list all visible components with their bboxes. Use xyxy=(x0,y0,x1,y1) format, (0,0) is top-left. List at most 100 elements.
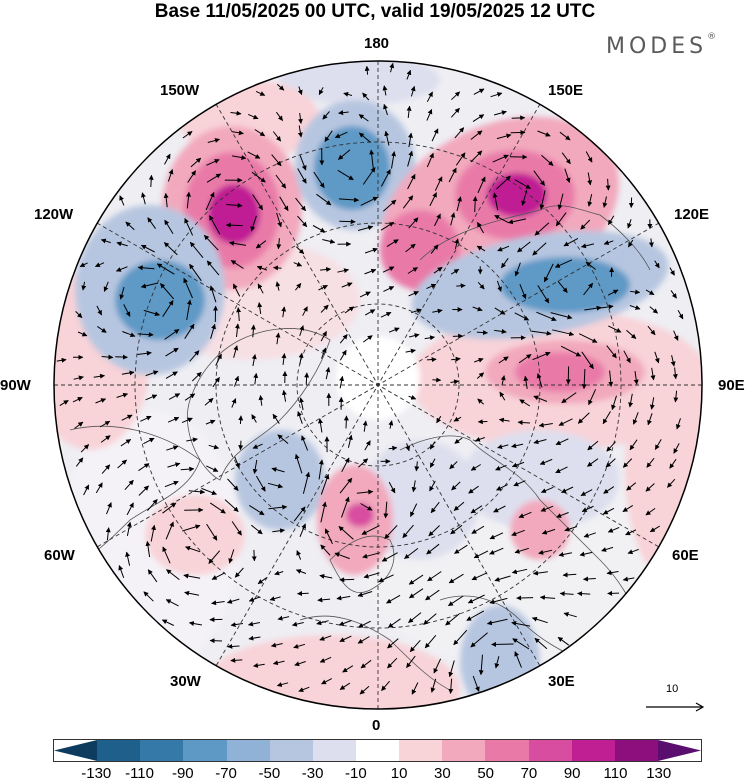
wind-vector xyxy=(628,393,634,408)
wind-vector xyxy=(317,597,331,603)
wind-vector xyxy=(95,482,103,494)
wind-vector xyxy=(167,169,174,182)
wind-vector xyxy=(672,367,678,380)
brand-registered-mark: ® xyxy=(707,32,717,42)
wind-vector xyxy=(645,483,655,492)
wind-vector xyxy=(95,398,107,404)
wind-vector xyxy=(494,307,506,315)
wind-vector xyxy=(516,595,534,601)
wind-vector xyxy=(432,308,443,314)
wind-vector xyxy=(161,619,175,626)
colorbar-label: -70 xyxy=(215,765,237,782)
wind-vector xyxy=(384,130,390,146)
wind-vector xyxy=(387,657,398,669)
wind-vector xyxy=(299,155,307,171)
wind-vector xyxy=(602,507,615,515)
wind-vector xyxy=(387,618,401,628)
wind-vector xyxy=(583,576,596,582)
wind-vector xyxy=(454,544,468,554)
wind-vector xyxy=(358,114,369,122)
wind-vector xyxy=(496,484,508,491)
wind-vector xyxy=(75,311,83,319)
wind-vector xyxy=(364,247,378,254)
lon-label-30w: 30W xyxy=(170,673,201,690)
wind-vector xyxy=(486,618,508,626)
wind-vector xyxy=(321,347,327,359)
wind-vector xyxy=(408,395,417,400)
wind-vector xyxy=(318,87,324,96)
wind-vector xyxy=(357,225,374,231)
wind-vector xyxy=(143,437,155,445)
wind-vector xyxy=(383,286,395,292)
wind-vector xyxy=(470,464,481,471)
wind-vector xyxy=(623,350,631,364)
wind-vector xyxy=(166,445,179,451)
wind-vector xyxy=(606,570,619,576)
lon-label-60e: 60E xyxy=(672,547,699,564)
wind-vector xyxy=(227,478,239,491)
wind-vector xyxy=(93,373,105,379)
wind-vector xyxy=(472,306,483,312)
wind-vector xyxy=(384,524,398,539)
greenland-coast xyxy=(186,328,331,481)
wind-vector xyxy=(168,393,181,400)
wind-vector xyxy=(518,353,532,364)
wind-vector xyxy=(493,110,507,116)
wind-vector xyxy=(209,502,226,514)
wind-vector xyxy=(189,350,200,362)
lon-label-150w: 150W xyxy=(160,82,200,99)
wind-vector xyxy=(577,412,590,424)
wind-vector xyxy=(166,569,180,580)
colorbar-swatch xyxy=(399,740,443,761)
wind-vector xyxy=(581,243,595,249)
wind-vector xyxy=(490,92,503,98)
wind-vector xyxy=(408,612,422,623)
wind-vector xyxy=(341,457,350,473)
wind-vector xyxy=(209,638,223,644)
wind-vector xyxy=(538,422,553,428)
wind-vector xyxy=(268,504,288,510)
wind-vector xyxy=(295,283,302,291)
wind-vector xyxy=(361,525,380,535)
wind-vector xyxy=(512,638,530,650)
colorbar-swatch xyxy=(97,740,141,761)
wind-vector xyxy=(230,657,243,663)
wind-vector xyxy=(125,221,135,231)
wind-vector xyxy=(470,505,483,514)
wind-vector xyxy=(301,435,309,451)
wind-vector xyxy=(650,367,656,381)
wind-vector xyxy=(318,459,324,480)
wind-vector xyxy=(163,192,169,208)
wind-vector xyxy=(540,486,554,493)
wind-vector xyxy=(603,240,614,245)
wind-vector xyxy=(454,127,465,139)
wind-vector xyxy=(320,501,327,523)
wind-vector xyxy=(227,643,240,649)
wind-vector xyxy=(291,621,304,627)
wind-vector xyxy=(497,245,510,252)
wind-vector xyxy=(608,370,614,387)
wind-vector xyxy=(207,138,220,143)
wind-vector xyxy=(476,245,486,252)
wind-vector xyxy=(669,458,677,469)
wind-vector xyxy=(312,225,326,233)
wind-vector xyxy=(313,171,325,189)
wind-vector xyxy=(232,283,241,297)
wind-vector xyxy=(579,551,593,557)
wind-vector xyxy=(341,496,350,518)
wind-vector xyxy=(234,323,240,338)
wind-vector xyxy=(449,461,458,470)
wind-vector xyxy=(230,622,243,628)
wind-vector xyxy=(560,345,582,357)
wind-vector xyxy=(318,284,328,291)
wind-vector xyxy=(364,65,370,75)
wind-vector xyxy=(622,458,633,468)
colorbar-swatch xyxy=(528,740,572,761)
wind-vector xyxy=(338,620,352,626)
wind-vector xyxy=(470,632,488,648)
wind-vector xyxy=(297,125,303,138)
wind-vector xyxy=(281,389,287,402)
wind-vector xyxy=(297,113,303,124)
colorbar-swatch xyxy=(140,740,184,761)
